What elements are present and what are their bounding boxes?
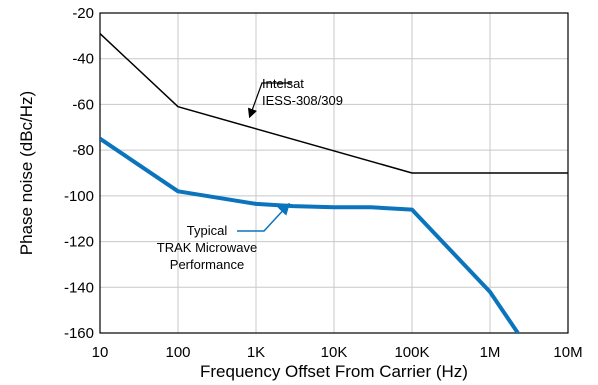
y-tick-label: -160 <box>64 325 94 342</box>
x-tick-label: 10K <box>321 344 348 361</box>
y-tick-label: -100 <box>64 188 94 205</box>
annotation-trak-line: TRAK Microwave <box>157 240 257 255</box>
annotation-trak-line: Performance <box>170 257 244 272</box>
x-axis-label: Frequency Offset From Carrier (Hz) <box>200 362 468 381</box>
y-tick-label: -120 <box>64 234 94 251</box>
x-tick-label: 1M <box>480 344 501 361</box>
x-tick-label: 10M <box>553 344 582 361</box>
annotation-intelsat-leader <box>247 82 292 119</box>
y-tick-label: -60 <box>72 96 94 113</box>
x-tick-label: 1K <box>247 344 265 361</box>
x-tick-label: 100 <box>165 344 190 361</box>
tick-labels: 10 100 1K 10K 100K 1M 10M -20 -40 -60 -80 -100 -120 -… <box>64 5 583 361</box>
annotation-intelsat-line: IESS-308/309 <box>262 93 343 108</box>
annotation-trak-line: Typical <box>187 223 228 238</box>
y-axis-label: Phase noise (dBc/Hz) <box>17 91 36 255</box>
y-tick-label: -80 <box>72 142 94 159</box>
y-tick-label: -140 <box>64 279 94 296</box>
y-tick-label: -40 <box>72 51 94 68</box>
x-tick-label: 100K <box>394 344 429 361</box>
x-tick-label: 10 <box>92 344 109 361</box>
series-layer <box>100 33 568 333</box>
annotation-trak-leader <box>237 202 291 232</box>
y-tick-label: -20 <box>72 5 94 22</box>
series-line-1 <box>100 137 521 333</box>
series-line-0 <box>100 33 568 174</box>
